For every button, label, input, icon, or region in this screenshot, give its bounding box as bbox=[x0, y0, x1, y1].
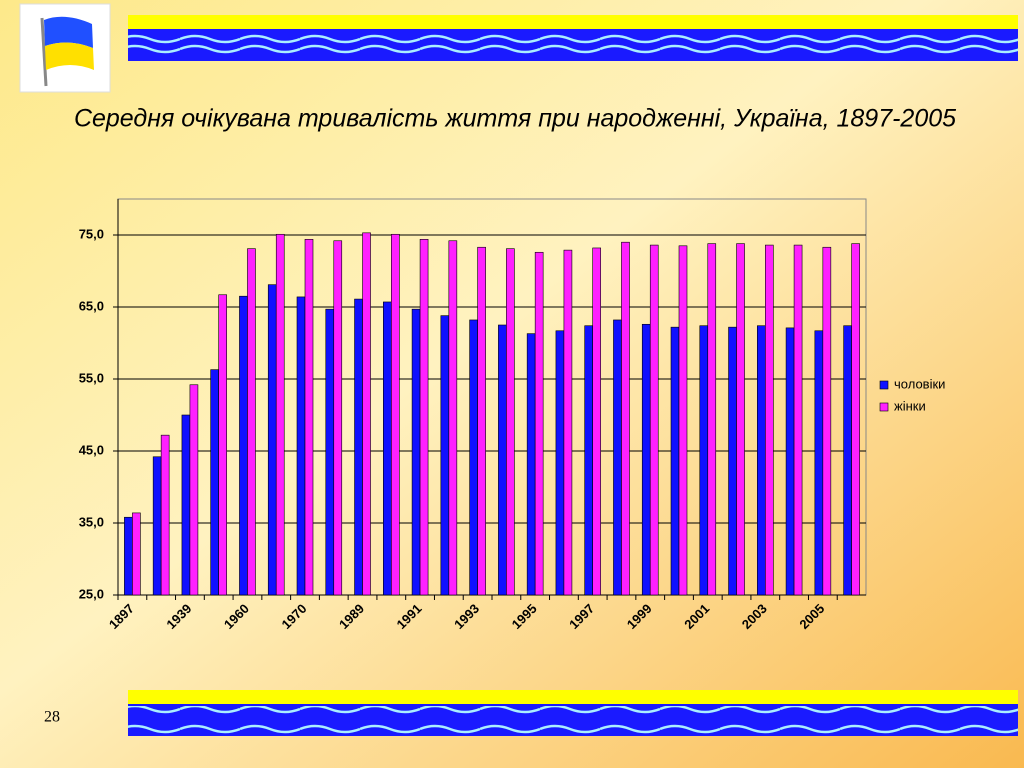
bar bbox=[699, 325, 709, 596]
bar bbox=[785, 327, 795, 596]
bar bbox=[498, 324, 507, 596]
bar bbox=[555, 330, 565, 596]
y-tick-label: 75,0 bbox=[79, 226, 104, 241]
chart-title: Середня очікувана тривалість життя при н… bbox=[74, 105, 956, 133]
bar bbox=[814, 330, 824, 596]
bar bbox=[851, 243, 860, 596]
bar bbox=[362, 232, 371, 596]
bar bbox=[534, 251, 544, 596]
bar bbox=[448, 240, 458, 596]
bar bbox=[526, 333, 536, 596]
bar bbox=[506, 248, 515, 596]
bar bbox=[563, 249, 573, 596]
bar bbox=[641, 323, 651, 596]
y-tick-label: 55,0 bbox=[79, 370, 104, 385]
bar bbox=[440, 315, 450, 596]
bar bbox=[728, 326, 737, 596]
bar bbox=[132, 512, 141, 596]
bar bbox=[124, 516, 133, 596]
bar bbox=[275, 233, 285, 596]
bar bbox=[354, 298, 363, 596]
bar bbox=[152, 456, 162, 596]
bar bbox=[793, 244, 803, 596]
bar bbox=[707, 243, 717, 596]
legend-label: жінки bbox=[894, 398, 926, 413]
bar bbox=[189, 384, 199, 596]
y-tick-label: 35,0 bbox=[79, 514, 104, 529]
bar bbox=[649, 244, 659, 596]
bar bbox=[218, 294, 227, 596]
bar bbox=[160, 434, 170, 596]
bottom-band bbox=[128, 690, 1018, 736]
bar bbox=[333, 240, 343, 596]
y-tick-label: 45,0 bbox=[79, 442, 104, 457]
bar bbox=[469, 319, 478, 596]
bar bbox=[678, 245, 688, 596]
bar bbox=[736, 243, 745, 596]
bar bbox=[477, 246, 486, 596]
bar bbox=[239, 295, 248, 596]
flag-icon bbox=[19, 3, 111, 93]
bar bbox=[304, 239, 314, 596]
y-tick-label: 25,0 bbox=[79, 586, 104, 601]
legend-swatch bbox=[879, 402, 889, 412]
bar bbox=[584, 325, 593, 596]
bar bbox=[391, 233, 400, 596]
bar bbox=[181, 414, 191, 596]
bar bbox=[613, 319, 622, 596]
page-number: 28 bbox=[44, 709, 60, 726]
bar bbox=[843, 325, 852, 596]
bar bbox=[325, 308, 335, 596]
bar bbox=[592, 247, 601, 596]
bar bbox=[621, 241, 630, 596]
bar bbox=[210, 369, 219, 596]
bar bbox=[296, 296, 306, 596]
bar bbox=[670, 326, 680, 596]
bar bbox=[247, 248, 256, 596]
bar bbox=[822, 246, 832, 596]
legend-swatch bbox=[879, 380, 889, 390]
bar bbox=[419, 239, 429, 596]
bar bbox=[411, 308, 421, 596]
top-band bbox=[128, 15, 1018, 61]
bar bbox=[757, 325, 766, 596]
bar bbox=[383, 301, 392, 596]
y-tick-label: 65,0 bbox=[79, 298, 104, 313]
legend-label: чоловіки bbox=[894, 376, 945, 391]
bar bbox=[267, 284, 277, 596]
bar bbox=[765, 244, 774, 596]
